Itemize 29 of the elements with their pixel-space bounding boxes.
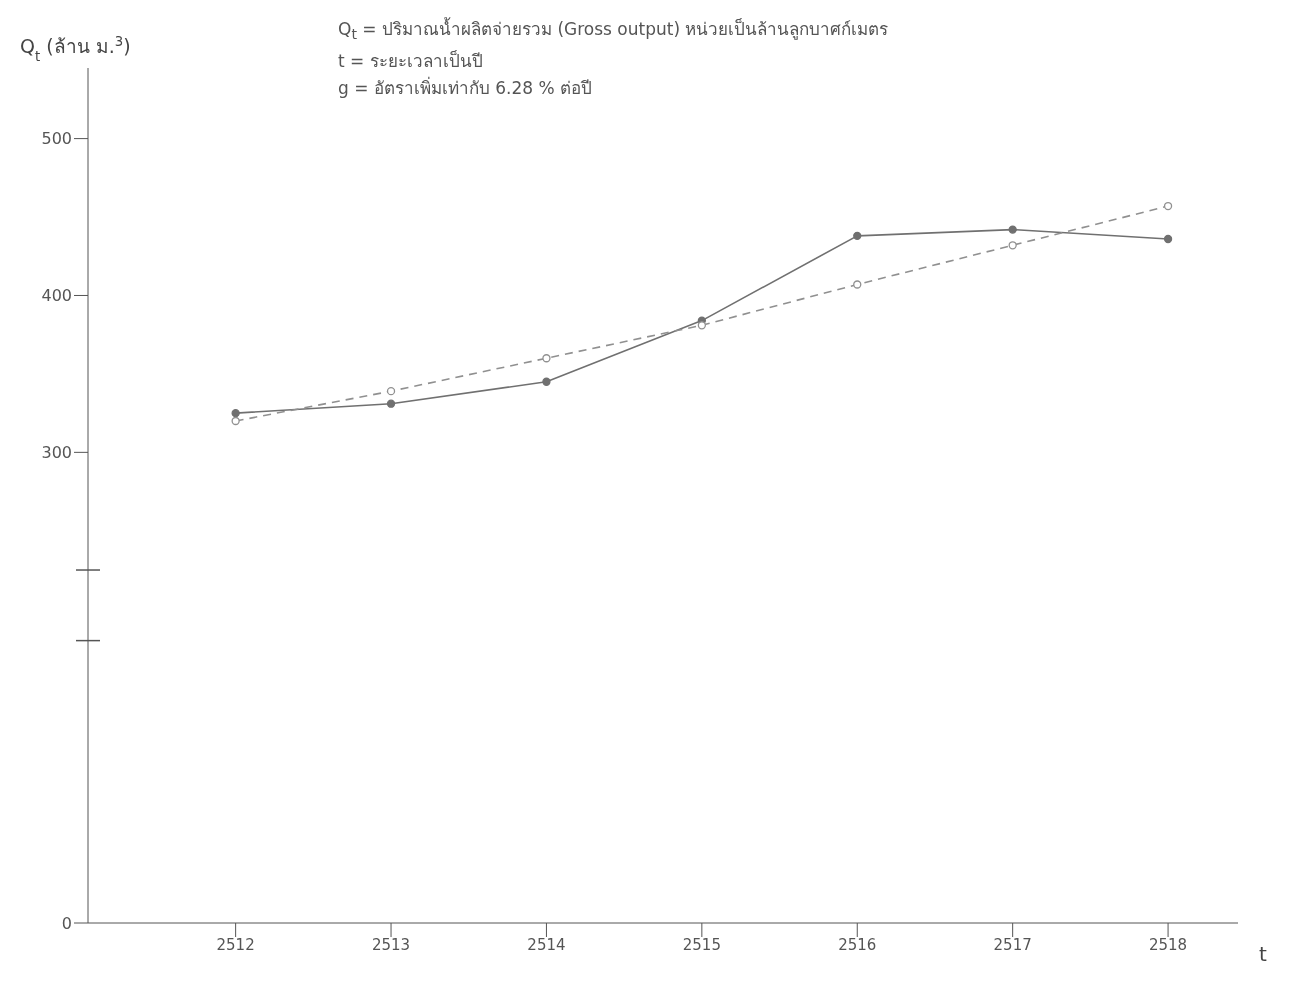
annotation: g = อัตราเพิ่มเท่ากับ 6.28 % ต่อปี	[338, 75, 594, 101]
point	[386, 399, 396, 408]
y-tick-label: 0	[61, 913, 72, 933]
x-tick-label: 2517	[993, 935, 1032, 954]
x-tick-label: 2515	[682, 935, 721, 954]
point	[1008, 241, 1017, 250]
point	[1008, 225, 1017, 234]
y-tick-label: 500	[41, 129, 72, 149]
text: Q$_{t}$ = ปริมาณน้ำผลิตจ่ายรวม (Gross output) หน่วยเป็นล้านลูกบาศก์เมตร	[338, 16, 889, 45]
x-axis-title: t	[1259, 942, 1268, 966]
x-tick-label: 2514	[527, 935, 566, 954]
y-axis-title: Q$_{t}$ (ล้าน ม.$^{3}$)	[20, 33, 131, 64]
x-tick-label: 2518	[1148, 935, 1188, 954]
x-tick-label: 2512	[216, 935, 255, 954]
point	[542, 354, 551, 363]
point	[853, 280, 862, 289]
point	[1163, 201, 1173, 211]
point	[853, 231, 862, 241]
annotation: t = ระยะเวลาเป็นปี	[338, 49, 484, 74]
point	[542, 377, 551, 386]
x-tick-label: 2513	[371, 935, 411, 954]
point	[697, 321, 706, 330]
point	[231, 408, 240, 418]
x-tick-label: 2516	[838, 935, 877, 954]
point	[1163, 234, 1173, 244]
point	[386, 387, 396, 396]
y-tick-label: 300	[41, 443, 72, 463]
y-tick-label: 400	[41, 286, 72, 306]
point	[231, 416, 240, 426]
